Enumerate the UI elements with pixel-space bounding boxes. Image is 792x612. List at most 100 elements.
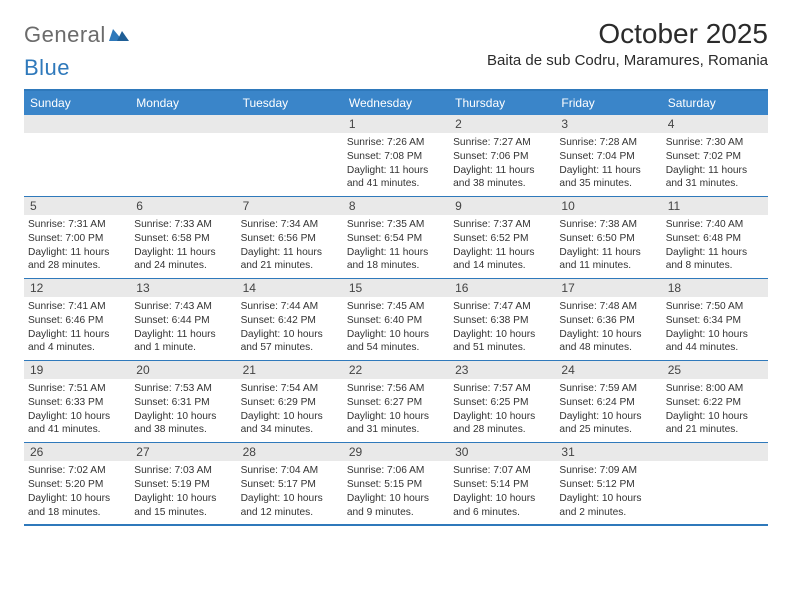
day-info: Sunrise: 7:09 AMSunset: 5:12 PMDaylight:… (559, 464, 657, 519)
calendar-cell: 16Sunrise: 7:47 AMSunset: 6:38 PMDayligh… (449, 279, 555, 360)
calendar-header-row: Sunday Monday Tuesday Wednesday Thursday… (24, 91, 768, 115)
sunrise-text: Sunrise: 7:02 AM (28, 464, 126, 478)
sunset-text: Sunset: 5:19 PM (134, 478, 232, 492)
sunset-text: Sunset: 6:34 PM (666, 314, 764, 328)
sunrise-text: Sunrise: 7:47 AM (453, 300, 551, 314)
daylight-text: Daylight: 10 hours and 15 minutes. (134, 492, 232, 520)
calendar: Sunday Monday Tuesday Wednesday Thursday… (24, 89, 768, 526)
calendar-cell: 27Sunrise: 7:03 AMSunset: 5:19 PMDayligh… (130, 443, 236, 524)
sunrise-text: Sunrise: 7:09 AM (559, 464, 657, 478)
day-info: Sunrise: 7:02 AMSunset: 5:20 PMDaylight:… (28, 464, 126, 519)
day-header-fri: Friday (555, 91, 661, 115)
day-number: 19 (24, 361, 130, 379)
sunrise-text: Sunrise: 7:48 AM (559, 300, 657, 314)
day-info: Sunrise: 7:07 AMSunset: 5:14 PMDaylight:… (453, 464, 551, 519)
daylight-text: Daylight: 10 hours and 48 minutes. (559, 328, 657, 356)
logo-text-general: General (24, 22, 106, 48)
sunset-text: Sunset: 6:36 PM (559, 314, 657, 328)
day-number (662, 443, 768, 461)
sunrise-text: Sunrise: 7:28 AM (559, 136, 657, 150)
calendar-cell: 10Sunrise: 7:38 AMSunset: 6:50 PMDayligh… (555, 197, 661, 278)
daylight-text: Daylight: 11 hours and 41 minutes. (347, 164, 445, 192)
calendar-cell: 9Sunrise: 7:37 AMSunset: 6:52 PMDaylight… (449, 197, 555, 278)
day-number: 8 (343, 197, 449, 215)
calendar-cell: 7Sunrise: 7:34 AMSunset: 6:56 PMDaylight… (237, 197, 343, 278)
sunrise-text: Sunrise: 7:31 AM (28, 218, 126, 232)
calendar-cell: 31 Sunrise: 7:09 AMSunset: 5:12 PMDayligh… (555, 443, 661, 524)
day-info: Sunrise: 7:40 AMSunset: 6:48 PMDaylight:… (666, 218, 764, 273)
day-info: Sunrise: 7:57 AMSunset: 6:25 PMDaylight:… (453, 382, 551, 437)
sunrise-text: Sunrise: 7:38 AM (559, 218, 657, 232)
day-info: Sunrise: 7:04 AMSunset: 5:17 PMDaylight:… (241, 464, 339, 519)
sunrise-text: Sunrise: 7:51 AM (28, 382, 126, 396)
calendar-cell: 6Sunrise: 7:33 AMSunset: 6:58 PMDaylight… (130, 197, 236, 278)
day-header-thu: Thursday (449, 91, 555, 115)
day-info: Sunrise: 7:31 AMSunset: 7:00 PMDaylight:… (28, 218, 126, 273)
day-info: Sunrise: 7:56 AMSunset: 6:27 PMDaylight:… (347, 382, 445, 437)
day-number: 29 (343, 443, 449, 461)
sunrise-text: Sunrise: 7:26 AM (347, 136, 445, 150)
day-number (237, 115, 343, 133)
sunset-text: Sunset: 5:15 PM (347, 478, 445, 492)
daylight-text: Daylight: 11 hours and 4 minutes. (28, 328, 126, 356)
sunrise-text: Sunrise: 7:27 AM (453, 136, 551, 150)
day-info: Sunrise: 7:35 AMSunset: 6:54 PMDaylight:… (347, 218, 445, 273)
calendar-cell (237, 115, 343, 196)
sunset-text: Sunset: 6:29 PM (241, 396, 339, 410)
day-number: 20 (130, 361, 236, 379)
day-number: 9 (449, 197, 555, 215)
day-header-sat: Saturday (662, 91, 768, 115)
sunrise-text: Sunrise: 7:56 AM (347, 382, 445, 396)
sunset-text: Sunset: 6:56 PM (241, 232, 339, 246)
day-number: 21 (237, 361, 343, 379)
daylight-text: Daylight: 11 hours and 14 minutes. (453, 246, 551, 274)
month-title: October 2025 (487, 18, 768, 50)
day-info: Sunrise: 7:43 AMSunset: 6:44 PMDaylight:… (134, 300, 232, 355)
sunrise-text: Sunrise: 7:54 AM (241, 382, 339, 396)
day-number: 25 (662, 361, 768, 379)
day-number: 26 (24, 443, 130, 461)
sunrise-text: Sunrise: 7:59 AM (559, 382, 657, 396)
calendar-cell: 23 Sunrise: 7:57 AMSunset: 6:25 PMDayligh… (449, 361, 555, 442)
sunrise-text: Sunrise: 7:33 AM (134, 218, 232, 232)
daylight-text: Daylight: 11 hours and 24 minutes. (134, 246, 232, 274)
day-info: Sunrise: 7:48 AMSunset: 6:36 PMDaylight:… (559, 300, 657, 355)
day-number: 27 (130, 443, 236, 461)
day-number: 18 (662, 279, 768, 297)
day-number (130, 115, 236, 133)
sunrise-text: Sunrise: 7:53 AM (134, 382, 232, 396)
day-number: 12 (24, 279, 130, 297)
daylight-text: Daylight: 11 hours and 8 minutes. (666, 246, 764, 274)
sunrise-text: Sunrise: 7:06 AM (347, 464, 445, 478)
daylight-text: Daylight: 10 hours and 6 minutes. (453, 492, 551, 520)
sunrise-text: Sunrise: 7:50 AM (666, 300, 764, 314)
sunset-text: Sunset: 7:02 PM (666, 150, 764, 164)
day-info: Sunrise: 7:06 AMSunset: 5:15 PMDaylight:… (347, 464, 445, 519)
sunrise-text: Sunrise: 7:34 AM (241, 218, 339, 232)
sunrise-text: Sunrise: 7:44 AM (241, 300, 339, 314)
day-number: 31 (555, 443, 661, 461)
daylight-text: Daylight: 11 hours and 11 minutes. (559, 246, 657, 274)
sunset-text: Sunset: 6:27 PM (347, 396, 445, 410)
calendar-cell (662, 443, 768, 524)
daylight-text: Daylight: 10 hours and 57 minutes. (241, 328, 339, 356)
sunset-text: Sunset: 6:25 PM (453, 396, 551, 410)
logo-text-blue: Blue (24, 55, 70, 81)
calendar-cell: 30 Sunrise: 7:07 AMSunset: 5:14 PMDayligh… (449, 443, 555, 524)
logo-mark-icon (109, 25, 129, 46)
calendar-cell: 5Sunrise: 7:31 AMSunset: 7:00 PMDaylight… (24, 197, 130, 278)
day-number: 30 (449, 443, 555, 461)
calendar-cell: 15Sunrise: 7:45 AMSunset: 6:40 PMDayligh… (343, 279, 449, 360)
day-info: Sunrise: 7:53 AMSunset: 6:31 PMDaylight:… (134, 382, 232, 437)
sunset-text: Sunset: 6:44 PM (134, 314, 232, 328)
day-number: 4 (662, 115, 768, 133)
daylight-text: Daylight: 10 hours and 21 minutes. (666, 410, 764, 438)
day-number: 1 (343, 115, 449, 133)
calendar-week: 1Sunrise: 7:26 AMSunset: 7:08 PMDaylight… (24, 115, 768, 197)
daylight-text: Daylight: 11 hours and 21 minutes. (241, 246, 339, 274)
day-number: 23 (449, 361, 555, 379)
sunset-text: Sunset: 5:12 PM (559, 478, 657, 492)
calendar-cell: 11Sunrise: 7:40 AMSunset: 6:48 PMDayligh… (662, 197, 768, 278)
sunset-text: Sunset: 5:14 PM (453, 478, 551, 492)
day-info: Sunrise: 7:50 AMSunset: 6:34 PMDaylight:… (666, 300, 764, 355)
